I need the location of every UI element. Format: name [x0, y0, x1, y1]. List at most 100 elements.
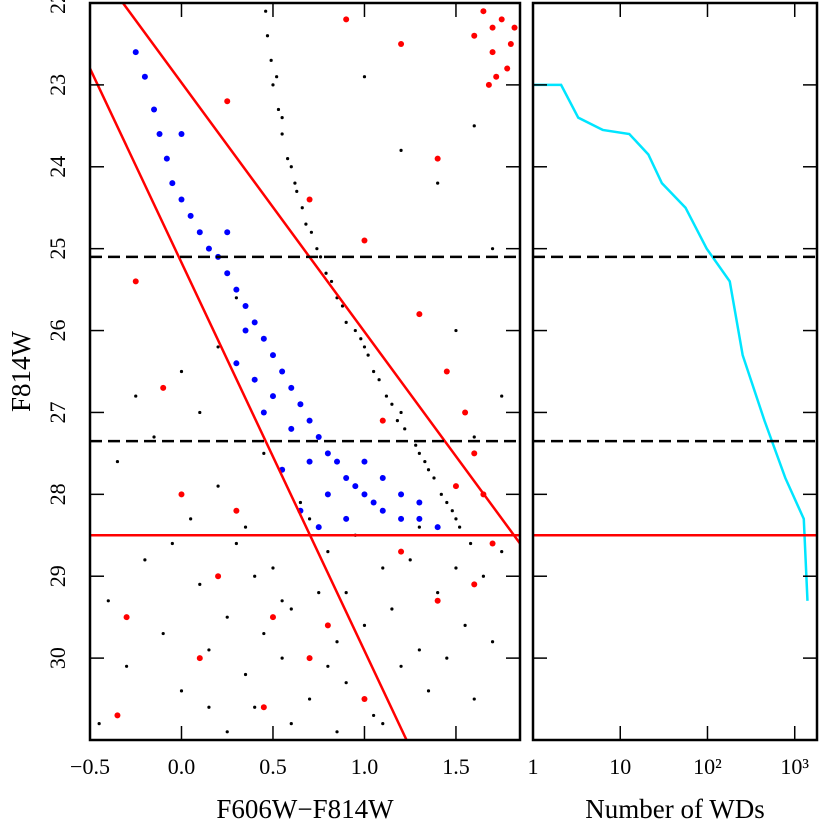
point — [361, 696, 368, 703]
point — [160, 384, 167, 391]
x-axis-label: Number of WDs — [585, 794, 764, 824]
point — [507, 40, 514, 47]
point — [242, 302, 249, 309]
x-tick-label: −0.5 — [70, 754, 110, 779]
point — [265, 34, 270, 38]
y-tick-label: 22 — [45, 0, 70, 14]
point — [471, 450, 478, 457]
point — [178, 491, 185, 498]
point — [372, 713, 376, 718]
point — [439, 492, 443, 496]
point — [264, 9, 268, 13]
point — [189, 517, 193, 521]
point — [361, 491, 368, 498]
y-tick-label: 24 — [45, 156, 70, 178]
point — [289, 722, 293, 726]
x-tick-label: 10³ — [780, 754, 809, 779]
point — [471, 32, 478, 39]
point — [511, 24, 518, 31]
point — [280, 656, 284, 660]
point — [436, 181, 440, 185]
point — [205, 245, 212, 252]
point — [106, 599, 110, 603]
point — [434, 597, 441, 604]
point — [243, 672, 248, 677]
plot-area — [533, 83, 817, 601]
point — [280, 132, 284, 136]
point — [269, 352, 276, 359]
point — [352, 483, 359, 490]
point — [234, 296, 238, 300]
point — [398, 548, 405, 555]
point — [169, 180, 176, 187]
point — [315, 524, 322, 531]
point — [215, 573, 222, 580]
point — [280, 599, 284, 603]
point — [462, 409, 469, 416]
point — [251, 319, 258, 326]
point — [504, 65, 511, 72]
point — [151, 106, 158, 113]
point — [178, 131, 185, 138]
plot-area — [90, 3, 520, 740]
point — [390, 607, 394, 611]
y-axis-label: F814W — [6, 330, 36, 412]
y-tick-label: 30 — [45, 647, 70, 669]
point — [454, 328, 458, 333]
point — [377, 378, 381, 382]
point — [196, 655, 203, 662]
point — [288, 384, 295, 391]
point — [500, 550, 504, 554]
point — [124, 664, 129, 668]
point — [362, 345, 367, 349]
point — [403, 427, 407, 431]
point — [269, 614, 276, 621]
x-tick-label: 0.0 — [168, 754, 196, 779]
point — [408, 558, 412, 562]
point — [489, 49, 496, 56]
point — [114, 712, 121, 719]
point — [315, 247, 319, 251]
y-tick-label: 29 — [45, 565, 70, 587]
point — [196, 229, 203, 236]
point — [198, 410, 202, 415]
point — [324, 271, 328, 275]
point — [132, 49, 139, 56]
point — [370, 499, 377, 506]
cut-line — [90, 67, 408, 740]
point — [207, 648, 211, 652]
point — [295, 189, 299, 193]
point — [207, 705, 211, 709]
point — [399, 664, 403, 668]
point — [343, 16, 350, 23]
point — [115, 459, 120, 464]
point — [315, 434, 322, 441]
point — [271, 83, 275, 87]
point — [498, 16, 505, 23]
point — [384, 394, 389, 398]
point — [326, 664, 330, 668]
point — [300, 206, 304, 210]
point — [432, 476, 436, 480]
point — [445, 656, 449, 660]
point — [445, 500, 449, 505]
point — [343, 474, 350, 481]
point — [423, 459, 427, 464]
point — [269, 58, 273, 62]
point — [481, 574, 486, 578]
point — [381, 566, 385, 570]
point — [286, 156, 290, 161]
point — [485, 81, 492, 88]
x-axis-label: F606W−F814W — [216, 794, 394, 824]
point — [426, 468, 431, 472]
point — [362, 623, 367, 627]
point — [318, 255, 323, 259]
point — [275, 75, 279, 79]
point — [225, 730, 229, 734]
point — [187, 212, 194, 219]
point — [324, 491, 331, 498]
point — [372, 369, 376, 374]
point — [156, 131, 163, 138]
point — [344, 591, 348, 595]
